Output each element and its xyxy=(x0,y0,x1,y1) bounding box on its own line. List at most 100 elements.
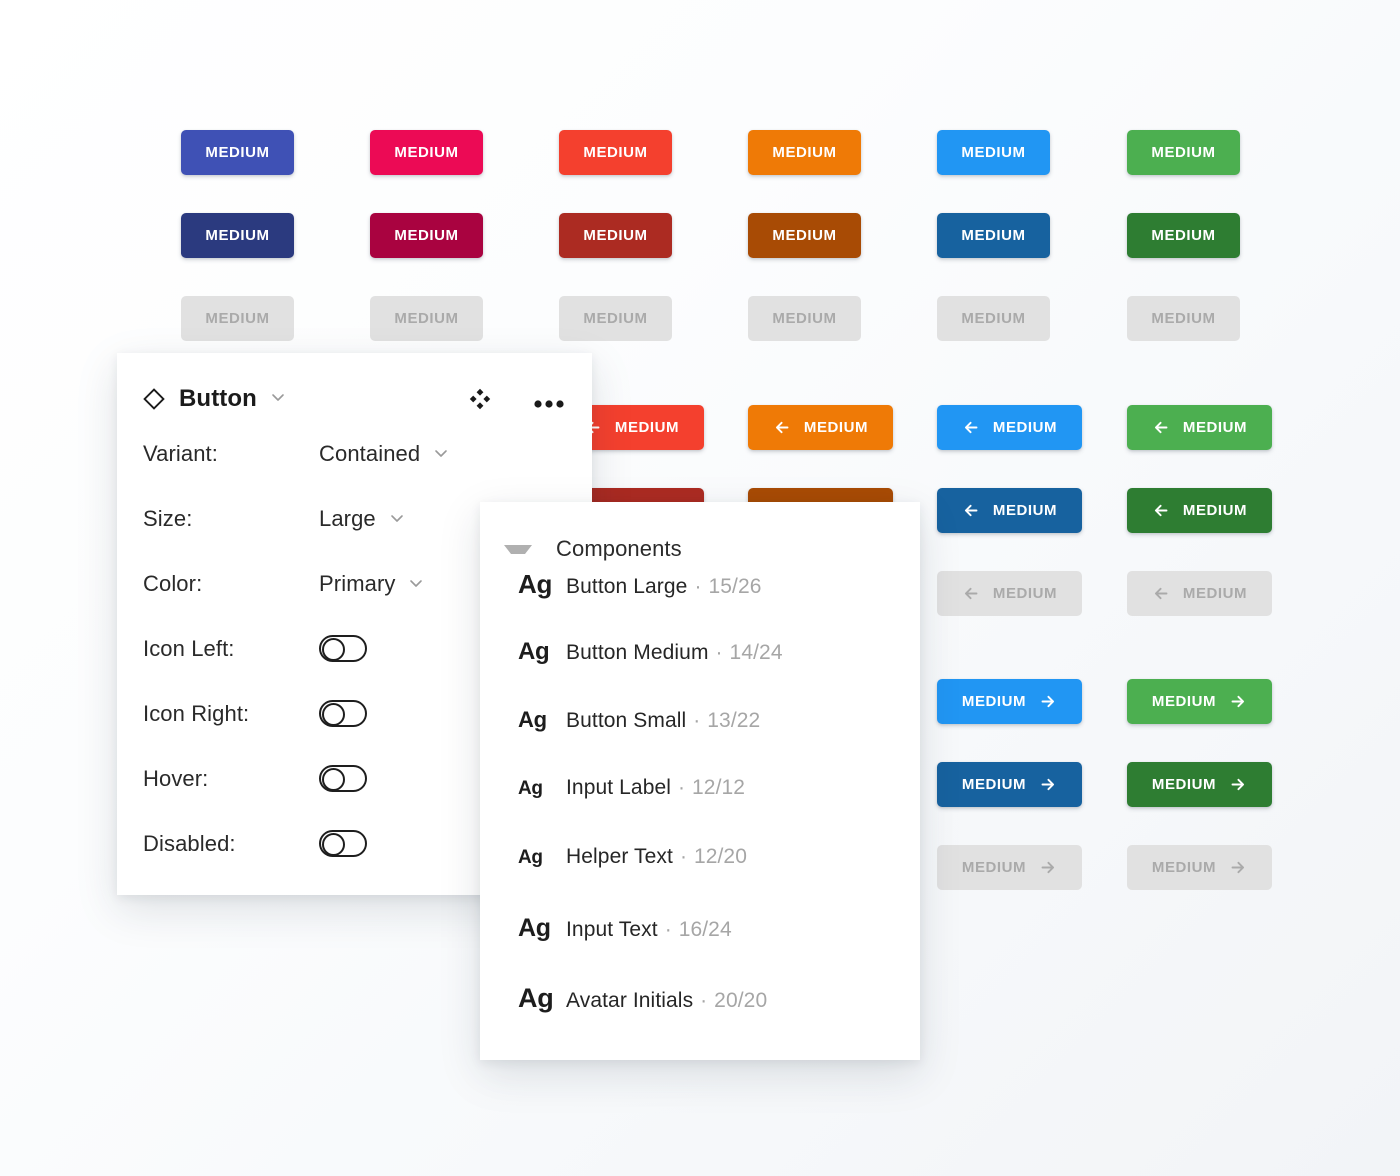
button-green-icon-right-disabled: MEDIUM xyxy=(1127,845,1272,890)
button-label: MEDIUM xyxy=(992,502,1058,519)
component-item-helper-text[interactable]: Ag Helper Text · 12/20 xyxy=(480,845,920,914)
button-red-plain-disabled: MEDIUM xyxy=(559,296,672,341)
property-label-icon-right: Icon Right: xyxy=(143,700,250,726)
component-name: Input Label xyxy=(566,776,672,799)
toggle-icon-left[interactable] xyxy=(319,635,367,662)
chevron-down-icon[interactable] xyxy=(408,571,424,597)
button-label: MEDIUM xyxy=(961,144,1026,161)
component-item-button-medium[interactable]: Ag Button Medium · 14/24 xyxy=(480,638,920,707)
component-name: Helper Text xyxy=(566,845,673,868)
button-indigo-plain-dark[interactable]: MEDIUM xyxy=(181,213,294,258)
properties-rows: Variant: Contained Size: Large Color: Primary… xyxy=(117,421,592,876)
separator-dot: · xyxy=(679,845,687,868)
component-name: Button Small xyxy=(566,709,687,732)
button-blue-icon-right-main[interactable]: MEDIUM xyxy=(937,679,1082,724)
property-select-color[interactable]: Primary xyxy=(319,571,424,597)
button-blue-icon-left-disabled: MEDIUM xyxy=(937,571,1082,616)
property-select-variant[interactable]: Contained xyxy=(319,441,449,467)
button-label: MEDIUM xyxy=(583,144,648,161)
component-type-size: 13/22 xyxy=(707,709,761,732)
components-panel[interactable]: Components Ag Button Large · 15/26 Ag Button … xyxy=(480,502,920,1060)
property-label-icon-left: Icon Left: xyxy=(143,635,235,661)
property-row-color: Color: Primary xyxy=(143,551,566,616)
button-green-icon-left-dark[interactable]: MEDIUM xyxy=(1127,488,1272,533)
type-preview-glyph: Ag xyxy=(518,638,550,665)
button-blue-icon-left-main[interactable]: MEDIUM xyxy=(937,405,1082,450)
caret-down-icon[interactable] xyxy=(504,544,532,554)
component-name: Input Text xyxy=(566,918,658,941)
property-label-size: Size: xyxy=(143,505,193,531)
button-green-icon-left-disabled: MEDIUM xyxy=(1127,571,1272,616)
button-pink-plain-dark[interactable]: MEDIUM xyxy=(370,213,483,258)
arrow-left-icon xyxy=(773,418,792,437)
button-label: MEDIUM xyxy=(961,227,1026,244)
chevron-down-icon[interactable] xyxy=(270,389,286,410)
separator-dot: · xyxy=(694,575,702,598)
button-label: MEDIUM xyxy=(1151,144,1216,161)
button-pink-plain-main[interactable]: MEDIUM xyxy=(370,130,483,175)
button-label: MEDIUM xyxy=(1151,776,1217,793)
arrow-right-icon xyxy=(1228,775,1247,794)
button-orange-plain-disabled: MEDIUM xyxy=(748,296,861,341)
button-blue-icon-left-dark[interactable]: MEDIUM xyxy=(937,488,1082,533)
arrow-left-icon xyxy=(1152,584,1171,603)
component-item-input-text[interactable]: Ag Input Text · 16/24 xyxy=(480,914,920,983)
arrow-left-icon xyxy=(1152,418,1171,437)
button-red-plain-main[interactable]: MEDIUM xyxy=(559,130,672,175)
button-label: MEDIUM xyxy=(772,144,837,161)
button-label: MEDIUM xyxy=(583,227,648,244)
chevron-down-icon[interactable] xyxy=(433,441,449,467)
button-label: MEDIUM xyxy=(961,776,1027,793)
toggle-hover[interactable] xyxy=(319,765,367,792)
separator-dot: · xyxy=(700,989,708,1012)
button-green-plain-dark[interactable]: MEDIUM xyxy=(1127,213,1240,258)
button-blue-icon-right-dark[interactable]: MEDIUM xyxy=(937,762,1082,807)
button-orange-plain-main[interactable]: MEDIUM xyxy=(748,130,861,175)
component-type-size: 12/20 xyxy=(693,845,747,868)
button-blue-plain-dark[interactable]: MEDIUM xyxy=(937,213,1050,258)
button-green-icon-left-main[interactable]: MEDIUM xyxy=(1127,405,1272,450)
arrow-left-icon xyxy=(962,584,981,603)
separator-dot: · xyxy=(715,641,723,664)
property-row-variant: Variant: Contained xyxy=(143,421,566,486)
component-item-button-small[interactable]: Ag Button Small · 13/22 xyxy=(480,707,920,776)
button-green-icon-right-main[interactable]: MEDIUM xyxy=(1127,679,1272,724)
component-item-input-label[interactable]: Ag Input Label · 12/12 xyxy=(480,776,920,845)
component-item-button-large[interactable]: Ag Button Large · 15/26 xyxy=(480,569,920,638)
button-label: MEDIUM xyxy=(961,859,1027,876)
component-type-size: 15/26 xyxy=(708,575,762,598)
variants-diamond-cluster-icon[interactable] xyxy=(468,387,492,411)
button-orange-plain-dark[interactable]: MEDIUM xyxy=(748,213,861,258)
property-select-size[interactable]: Large xyxy=(319,506,405,532)
button-orange-icon-left-main[interactable]: MEDIUM xyxy=(748,405,893,450)
button-red-plain-dark[interactable]: MEDIUM xyxy=(559,213,672,258)
more-horizontal-icon[interactable] xyxy=(534,395,564,408)
button-green-plain-main[interactable]: MEDIUM xyxy=(1127,130,1240,175)
button-label: MEDIUM xyxy=(1151,310,1216,327)
arrow-left-icon xyxy=(1152,501,1171,520)
button-label: MEDIUM xyxy=(961,693,1027,710)
property-row-size: Size: Large xyxy=(143,486,566,551)
property-value-color: Primary xyxy=(319,570,396,596)
toggle-disabled[interactable] xyxy=(319,830,367,857)
arrow-right-icon xyxy=(1228,858,1247,877)
button-label: MEDIUM xyxy=(205,144,270,161)
arrow-right-icon xyxy=(1228,692,1247,711)
button-green-plain-disabled: MEDIUM xyxy=(1127,296,1240,341)
button-label: MEDIUM xyxy=(1151,227,1216,244)
button-indigo-plain-disabled: MEDIUM xyxy=(181,296,294,341)
button-label: MEDIUM xyxy=(394,144,459,161)
button-label: MEDIUM xyxy=(772,227,837,244)
button-indigo-plain-main[interactable]: MEDIUM xyxy=(181,130,294,175)
button-green-icon-right-dark[interactable]: MEDIUM xyxy=(1127,762,1272,807)
component-item-avatar-initials[interactable]: Ag Avatar Initials · 20/20 xyxy=(480,983,920,1052)
chevron-down-icon[interactable] xyxy=(389,506,405,532)
toggle-icon-right[interactable] xyxy=(319,700,367,727)
components-panel-header[interactable]: Components xyxy=(480,529,920,569)
button-blue-plain-disabled: MEDIUM xyxy=(937,296,1050,341)
button-blue-plain-main[interactable]: MEDIUM xyxy=(937,130,1050,175)
separator-dot: · xyxy=(664,918,672,941)
component-type-size: 20/20 xyxy=(714,989,768,1012)
button-label: MEDIUM xyxy=(1182,419,1248,436)
